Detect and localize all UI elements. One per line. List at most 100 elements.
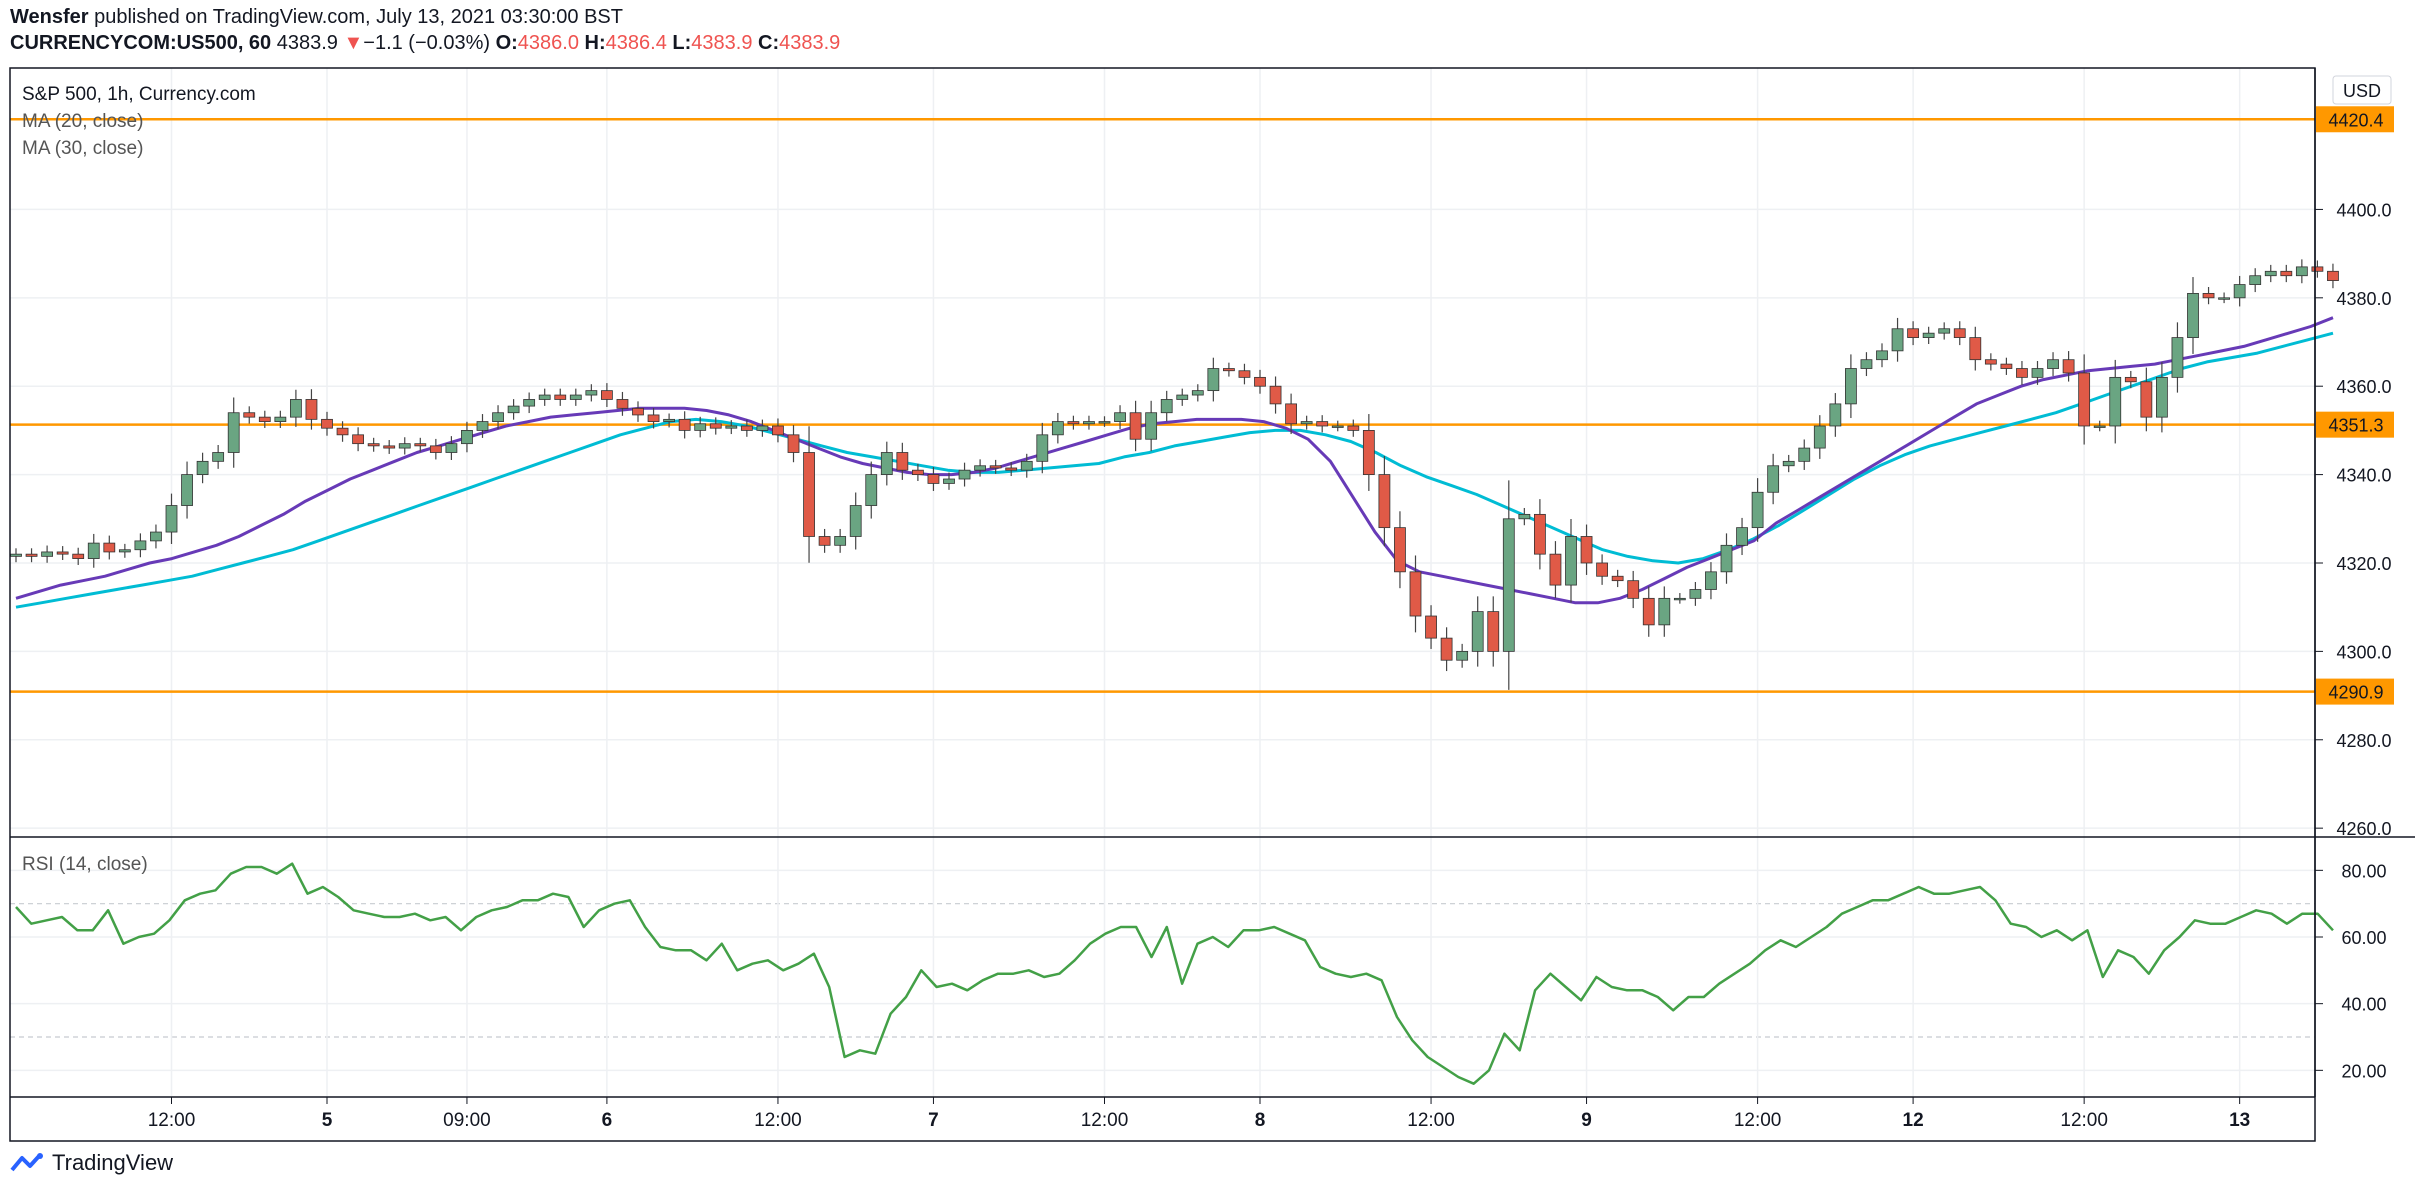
candle-body xyxy=(1238,370,1251,378)
price-tick-label: 4320.0 xyxy=(2336,554,2391,574)
candle-body xyxy=(1254,376,1266,387)
price-tick-label: 4260.0 xyxy=(2336,819,2391,839)
candle-body xyxy=(1487,611,1500,652)
candle-body xyxy=(865,474,878,506)
candle-body xyxy=(538,394,551,400)
publish-info: Wensfer published on TradingView.com, Ju… xyxy=(10,6,623,29)
candle-body xyxy=(2264,270,2277,277)
price-tick-label: 4360.0 xyxy=(2336,377,2391,397)
low-label: L: xyxy=(672,32,692,54)
author-name[interactable]: Wensfer xyxy=(10,6,89,28)
currency-badge[interactable] xyxy=(2332,75,2392,105)
candle-body xyxy=(1565,536,1577,586)
candle-body xyxy=(165,505,178,533)
candle-body xyxy=(772,425,784,436)
candle-body xyxy=(554,394,567,400)
candle-body xyxy=(1984,359,1997,365)
time-tick-label: 6 xyxy=(602,1110,613,1131)
time-tick-label: 12:00 xyxy=(754,1110,802,1131)
price-tick-label: 4380.0 xyxy=(2336,289,2391,309)
candle-body xyxy=(569,394,582,400)
candle-body xyxy=(2031,368,2044,378)
candle-body xyxy=(258,416,271,422)
grid xyxy=(10,68,2315,1097)
candle-body xyxy=(896,452,909,471)
candle-body xyxy=(2000,363,2013,369)
legend: S&P 500, 1h, Currency.com MA (20, close)… xyxy=(22,75,2392,875)
candle-body xyxy=(383,445,396,449)
candle-body xyxy=(1953,328,1966,338)
candle-body xyxy=(2327,270,2339,281)
low-value: 4383.9 xyxy=(691,32,753,54)
candle-body xyxy=(56,551,69,555)
candle-body xyxy=(2171,337,2184,378)
candle-body xyxy=(2187,292,2199,338)
candle-body xyxy=(2218,297,2231,300)
time-tick-label: 09:00 xyxy=(443,1110,491,1131)
ma20-series xyxy=(15,316,2334,605)
candle-body xyxy=(2093,425,2106,428)
candle-body xyxy=(398,443,411,449)
candle-body xyxy=(1300,421,1313,425)
time-tick-label: 12 xyxy=(1903,1110,1924,1131)
change-arrow: ▼ xyxy=(343,32,364,54)
candle-body xyxy=(1642,597,1655,626)
chart-canvas[interactable]: 4420.4 4351.3 4290.9 4260.0 4280.0 4300.0 432… xyxy=(0,0,2415,1145)
candle-body xyxy=(41,551,53,557)
candle-body xyxy=(1285,403,1297,425)
candle-body xyxy=(1440,637,1453,661)
candle-body xyxy=(243,412,256,418)
candle-body xyxy=(429,445,442,453)
candle-body xyxy=(336,427,349,436)
axis-labels: 4260.0 4280.0 4300.0 4320.0 4340.0 4360.0 4380… xyxy=(148,200,2392,1131)
candle-body xyxy=(974,465,986,471)
candle-body xyxy=(352,434,365,445)
candle-body xyxy=(1114,412,1126,422)
rsi-tick-label: 60.00 xyxy=(2341,928,2386,948)
rsi-legend[interactable]: RSI (14, close) xyxy=(22,854,148,875)
candle-body xyxy=(523,399,536,407)
candle-body xyxy=(1020,460,1033,471)
candle-body xyxy=(1005,467,1018,471)
last-price: 4383.9 xyxy=(276,32,338,54)
candle-body xyxy=(1751,491,1764,529)
candle-body xyxy=(414,443,427,447)
candle-body xyxy=(1362,430,1375,475)
candle-body xyxy=(585,390,598,396)
candle-body xyxy=(694,423,707,431)
candle-body xyxy=(227,412,240,453)
candle-body xyxy=(958,469,971,480)
candle-body xyxy=(2233,284,2246,299)
candle-body xyxy=(1767,465,1780,493)
candle-body xyxy=(647,414,660,422)
close-value: 4383.9 xyxy=(779,32,841,54)
candle-body xyxy=(1891,328,1904,352)
candles xyxy=(10,259,2339,690)
candle-body xyxy=(2078,372,2091,427)
footer-brand[interactable]: TradingView xyxy=(10,1150,173,1176)
candle-body xyxy=(321,418,333,429)
candle-body xyxy=(709,423,722,429)
candle-body xyxy=(87,542,100,559)
candle-body xyxy=(1798,447,1811,462)
candle-body xyxy=(2016,368,2028,378)
time-tick-label: 7 xyxy=(928,1110,939,1131)
currency-label: USD xyxy=(2343,81,2381,101)
time-tick-label: 12:00 xyxy=(2060,1110,2108,1131)
ma30-legend[interactable]: MA (30, close) xyxy=(22,138,143,159)
candle-body xyxy=(1813,425,1826,449)
candle-body xyxy=(1969,337,1982,361)
candle-body xyxy=(72,553,85,559)
candle-body xyxy=(2311,266,2324,272)
candle-body xyxy=(1378,474,1391,529)
candle-body xyxy=(1160,399,1173,414)
candle-body xyxy=(1083,421,1095,425)
published-text: published on TradingView.com, July 13, 2… xyxy=(94,6,623,28)
ma20-legend[interactable]: MA (20, close) xyxy=(22,111,143,132)
rsi-tick-label: 40.00 xyxy=(2341,995,2386,1015)
main-pane-border xyxy=(9,67,2316,1142)
candle-body xyxy=(1394,527,1406,573)
candle-body xyxy=(274,416,287,422)
candle-body xyxy=(1720,544,1733,573)
candle-body xyxy=(632,407,644,416)
